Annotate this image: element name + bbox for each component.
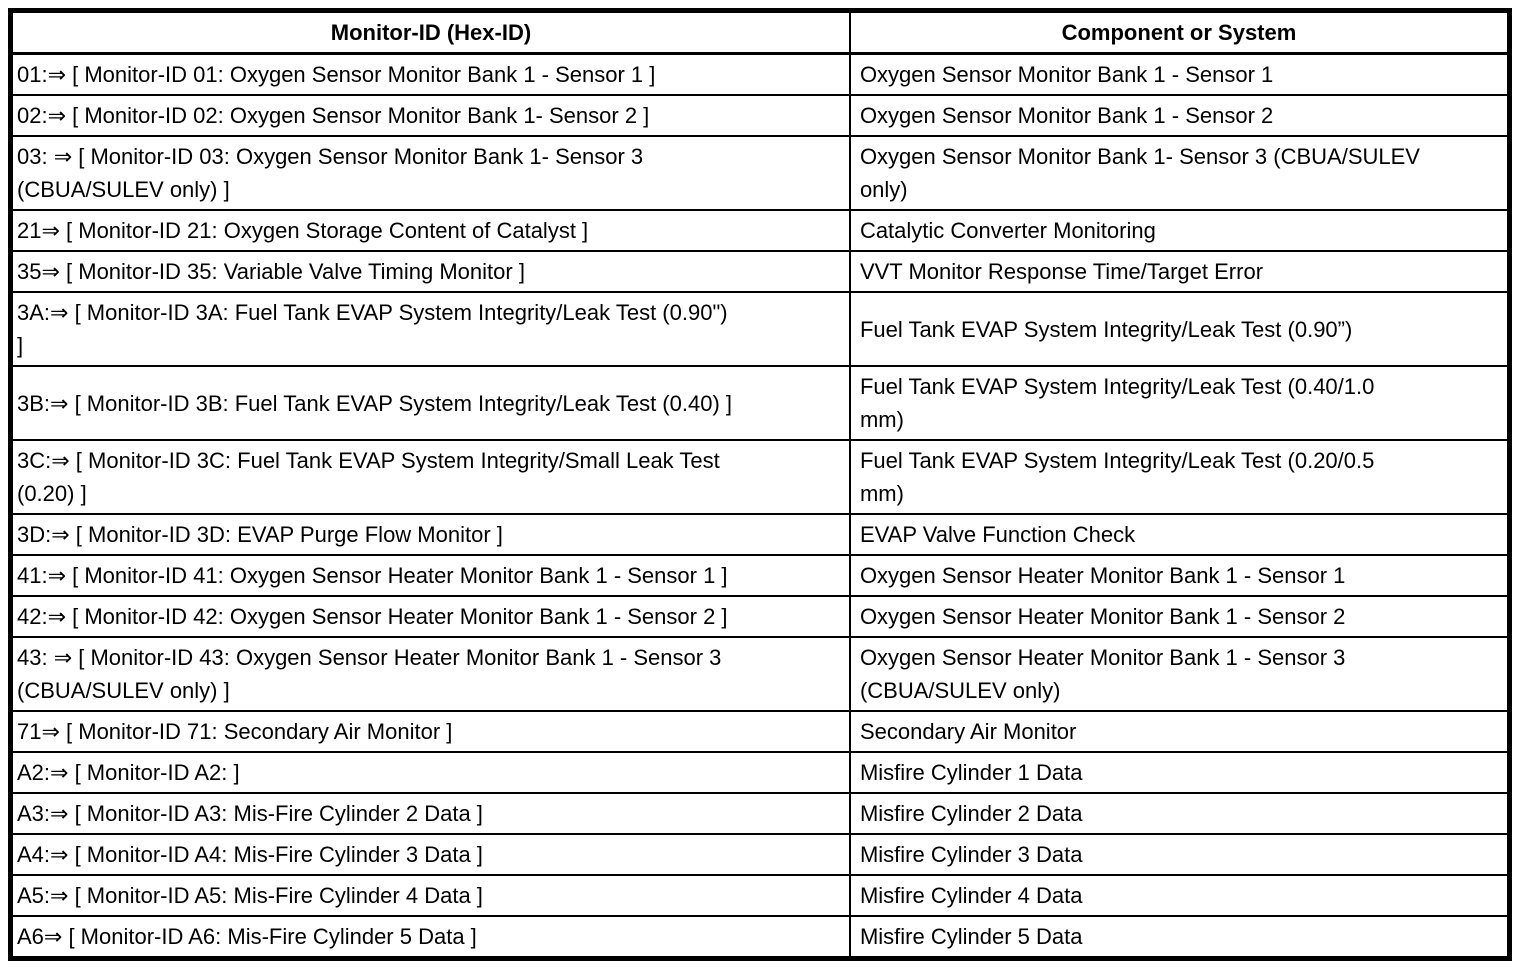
table-row: A5:⇒ [ Monitor-ID A5: Mis-Fire Cylinder … [9, 874, 1511, 917]
table-header-row: Monitor-ID (Hex-ID) Component or System [9, 9, 1511, 55]
table-row: 03: ⇒ [ Monitor-ID 03: Oxygen Sensor Mon… [9, 135, 1511, 211]
table-row: A4:⇒ [ Monitor-ID A4: Mis-Fire Cylinder … [9, 833, 1511, 876]
monitor-id-cell: 21⇒ [ Monitor-ID 21: Oxygen Storage Cont… [9, 209, 851, 252]
monitor-id-cell: A6⇒ [ Monitor-ID A6: Mis-Fire Cylinder 5… [9, 915, 851, 960]
table-row: 3A:⇒ [ Monitor-ID 3A: Fuel Tank EVAP Sys… [9, 291, 1511, 367]
component-cell: Oxygen Sensor Heater Monitor Bank 1 - Se… [848, 554, 1511, 597]
table-row: 35⇒ [ Monitor-ID 35: Variable Valve Timi… [9, 250, 1511, 293]
table-row: 3C:⇒ [ Monitor-ID 3C: Fuel Tank EVAP Sys… [9, 439, 1511, 515]
table-row: 3B:⇒ [ Monitor-ID 3B: Fuel Tank EVAP Sys… [9, 365, 1511, 441]
table-row: 02:⇒ [ Monitor-ID 02: Oxygen Sensor Moni… [9, 94, 1511, 137]
table-row: 71⇒ [ Monitor-ID 71: Secondary Air Monit… [9, 710, 1511, 753]
component-cell: VVT Monitor Response Time/Target Error [848, 250, 1511, 293]
component-cell: Fuel Tank EVAP System Integrity/Leak Tes… [848, 439, 1511, 515]
table-row: 43: ⇒ [ Monitor-ID 43: Oxygen Sensor Hea… [9, 636, 1511, 712]
table-row: A2:⇒ [ Monitor-ID A2: ] Misfire Cylinder… [9, 751, 1511, 794]
component-cell: Misfire Cylinder 3 Data [848, 833, 1511, 876]
monitor-id-cell: A4:⇒ [ Monitor-ID A4: Mis-Fire Cylinder … [9, 833, 851, 876]
monitor-id-cell: 3A:⇒ [ Monitor-ID 3A: Fuel Tank EVAP Sys… [9, 291, 851, 367]
monitor-id-cell: 01:⇒ [ Monitor-ID 01: Oxygen Sensor Moni… [9, 52, 851, 96]
monitor-id-cell: 3B:⇒ [ Monitor-ID 3B: Fuel Tank EVAP Sys… [9, 365, 851, 441]
table-row: A6⇒ [ Monitor-ID A6: Mis-Fire Cylinder 5… [9, 915, 1511, 960]
component-cell: Oxygen Sensor Heater Monitor Bank 1 - Se… [848, 595, 1511, 638]
component-cell: Misfire Cylinder 2 Data [848, 792, 1511, 835]
component-cell: Misfire Cylinder 1 Data [848, 751, 1511, 794]
monitor-id-cell: 41:⇒ [ Monitor-ID 41: Oxygen Sensor Heat… [9, 554, 851, 597]
component-cell: Misfire Cylinder 5 Data [848, 915, 1511, 960]
component-cell: Catalytic Converter Monitoring [848, 209, 1511, 252]
component-cell: Fuel Tank EVAP System Integrity/Leak Tes… [848, 291, 1511, 367]
monitor-id-cell: A5:⇒ [ Monitor-ID A5: Mis-Fire Cylinder … [9, 874, 851, 917]
component-cell: Secondary Air Monitor [848, 710, 1511, 753]
table-row: 21⇒ [ Monitor-ID 21: Oxygen Storage Cont… [9, 209, 1511, 252]
monitor-id-cell: 3D:⇒ [ Monitor-ID 3D: EVAP Purge Flow Mo… [9, 513, 851, 556]
component-cell: Oxygen Sensor Monitor Bank 1- Sensor 3 (… [848, 135, 1511, 211]
monitor-id-cell: A2:⇒ [ Monitor-ID A2: ] [9, 751, 851, 794]
component-cell: Misfire Cylinder 4 Data [848, 874, 1511, 917]
table-row: 3D:⇒ [ Monitor-ID 3D: EVAP Purge Flow Mo… [9, 513, 1511, 556]
component-cell: Oxygen Sensor Heater Monitor Bank 1 - Se… [848, 636, 1511, 712]
component-cell: EVAP Valve Function Check [848, 513, 1511, 556]
monitor-id-cell: 02:⇒ [ Monitor-ID 02: Oxygen Sensor Moni… [9, 94, 851, 137]
table-row: A3:⇒ [ Monitor-ID A3: Mis-Fire Cylinder … [9, 792, 1511, 835]
monitor-id-cell: 71⇒ [ Monitor-ID 71: Secondary Air Monit… [9, 710, 851, 753]
monitor-id-cell: 35⇒ [ Monitor-ID 35: Variable Valve Timi… [9, 250, 851, 293]
component-cell: Oxygen Sensor Monitor Bank 1 - Sensor 2 [848, 94, 1511, 137]
table-row: 41:⇒ [ Monitor-ID 41: Oxygen Sensor Heat… [9, 554, 1511, 597]
component-cell: Fuel Tank EVAP System Integrity/Leak Tes… [848, 365, 1511, 441]
monitor-id-cell: A3:⇒ [ Monitor-ID A3: Mis-Fire Cylinder … [9, 792, 851, 835]
monitor-id-table: Monitor-ID (Hex-ID) Component or System … [8, 8, 1512, 961]
component-cell: Oxygen Sensor Monitor Bank 1 - Sensor 1 [848, 52, 1511, 96]
monitor-id-cell: 43: ⇒ [ Monitor-ID 43: Oxygen Sensor Hea… [9, 636, 851, 712]
monitor-id-cell: 42:⇒ [ Monitor-ID 42: Oxygen Sensor Heat… [9, 595, 851, 638]
table-row: 01:⇒ [ Monitor-ID 01: Oxygen Sensor Moni… [9, 52, 1511, 96]
monitor-id-cell: 3C:⇒ [ Monitor-ID 3C: Fuel Tank EVAP Sys… [9, 439, 851, 515]
table-row: 42:⇒ [ Monitor-ID 42: Oxygen Sensor Heat… [9, 595, 1511, 638]
header-component-or-system: Component or System [848, 9, 1511, 55]
monitor-id-cell: 03: ⇒ [ Monitor-ID 03: Oxygen Sensor Mon… [9, 135, 851, 211]
header-monitor-id: Monitor-ID (Hex-ID) [9, 9, 851, 55]
